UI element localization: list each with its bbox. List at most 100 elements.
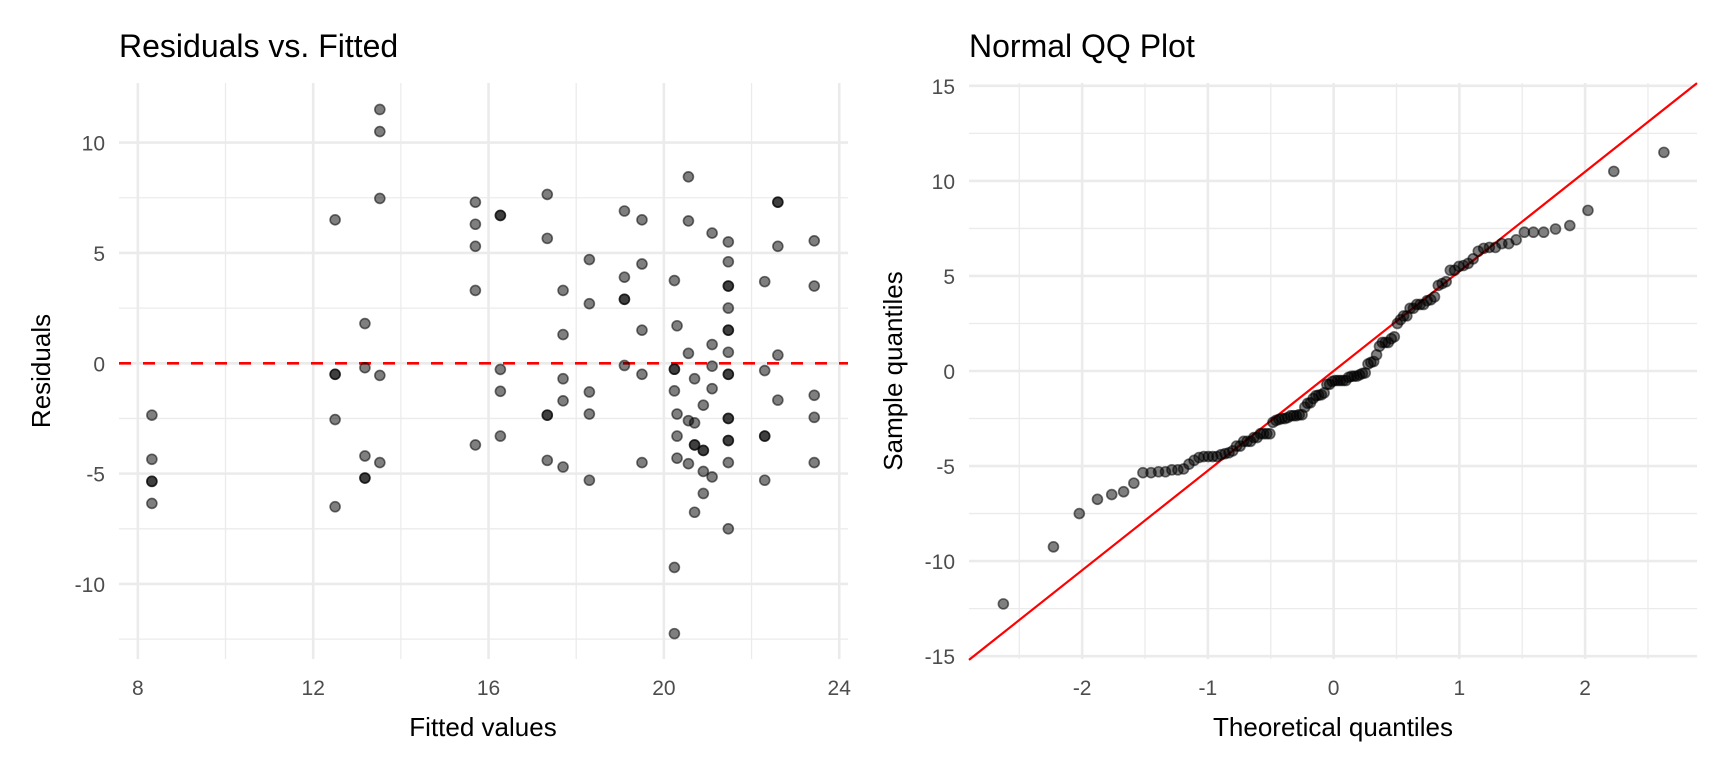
qq-point xyxy=(1047,541,1060,553)
data-point xyxy=(557,284,569,297)
data-point xyxy=(469,439,482,451)
y-tick-label: -10 xyxy=(925,551,955,574)
data-point xyxy=(682,215,695,227)
data-point xyxy=(671,452,683,464)
x-tick-label: -2 xyxy=(1073,677,1092,700)
data-point xyxy=(583,297,596,310)
chart-title: Normal QQ Plot xyxy=(969,28,1195,64)
data-point xyxy=(758,430,771,442)
qq-point xyxy=(1527,226,1540,239)
data-point xyxy=(772,394,784,406)
data-point xyxy=(808,456,821,469)
data-point xyxy=(494,363,507,376)
x-tick-label: 12 xyxy=(302,677,325,700)
qq-point xyxy=(997,598,1010,610)
data-point xyxy=(697,444,710,457)
data-point xyxy=(541,188,554,201)
y-tick-label: -10 xyxy=(75,574,105,597)
qq-point xyxy=(1105,488,1118,501)
data-point xyxy=(359,361,371,374)
x-axis-title: Fitted values xyxy=(409,712,556,742)
x-tick-label: 16 xyxy=(477,677,500,700)
grid xyxy=(969,83,1697,659)
data-point xyxy=(758,474,771,487)
data-point xyxy=(541,232,554,245)
data-point xyxy=(636,368,648,381)
data-point xyxy=(618,293,631,306)
x-tick-label: 2 xyxy=(1579,677,1591,700)
data-point xyxy=(688,506,701,519)
data-point xyxy=(583,474,596,487)
data-point xyxy=(722,456,735,469)
data-point xyxy=(706,471,718,483)
data-point xyxy=(722,280,735,292)
qq-point xyxy=(1091,493,1104,506)
y-tick-label: 10 xyxy=(932,171,955,194)
data-point xyxy=(758,275,771,288)
data-point xyxy=(329,413,341,426)
y-tick-label: 10 xyxy=(82,133,105,156)
qq-point xyxy=(1388,330,1401,343)
y-tick-label: 5 xyxy=(943,266,955,289)
data-point xyxy=(146,497,158,510)
data-point xyxy=(688,439,701,451)
qq-point xyxy=(1563,219,1576,232)
data-point xyxy=(722,324,735,336)
data-point xyxy=(374,125,386,138)
x-tick-labels: -2 -1 0 1 2 xyxy=(1073,677,1591,700)
data-point xyxy=(618,359,631,372)
data-point xyxy=(706,382,718,395)
data-point xyxy=(671,408,683,420)
data-point xyxy=(722,255,735,268)
chart-title: Residuals vs. Fitted xyxy=(119,28,398,64)
data-point xyxy=(668,363,681,376)
x-axis-title: Theoretical quantiles xyxy=(1213,712,1453,742)
y-tick-label: -5 xyxy=(86,464,105,487)
data-point xyxy=(636,456,648,469)
data-point xyxy=(374,456,386,469)
qq-point xyxy=(1128,477,1140,489)
data-point xyxy=(618,205,631,217)
data-point xyxy=(329,500,341,513)
data-point xyxy=(146,475,158,488)
qq-point xyxy=(1582,204,1594,217)
data-point xyxy=(668,274,681,287)
data-point xyxy=(722,412,735,425)
data-point xyxy=(541,454,554,467)
data-point xyxy=(146,409,158,421)
data-point xyxy=(469,196,482,208)
residuals-vs-fitted-panel: 8 12 16 20 24 -10 -5 0 5 10 Residuals vs. Fitted… xyxy=(26,28,851,742)
y-tick-label: 15 xyxy=(932,76,955,99)
data-point xyxy=(706,338,718,351)
data-point xyxy=(668,385,681,397)
points xyxy=(997,146,1670,610)
data-point xyxy=(722,302,735,314)
y-axis-title: Residuals xyxy=(26,314,56,428)
data-point xyxy=(697,465,710,478)
data-point xyxy=(688,372,701,385)
data-point xyxy=(808,234,821,247)
data-point xyxy=(469,284,482,297)
y-tick-label: -15 xyxy=(925,646,955,669)
data-point xyxy=(374,192,386,205)
data-point xyxy=(636,214,648,226)
data-point xyxy=(772,349,784,361)
data-point xyxy=(374,369,386,382)
data-point xyxy=(682,457,695,470)
x-tick-label: 24 xyxy=(828,677,852,700)
qq-point xyxy=(1510,234,1522,246)
qq-point xyxy=(1264,427,1276,440)
data-point xyxy=(557,461,569,473)
y-tick-label: 5 xyxy=(93,243,105,266)
data-point xyxy=(706,227,718,239)
y-tick-labels: -10 -5 0 5 10 xyxy=(75,133,105,597)
data-point xyxy=(758,364,771,377)
x-tick-label: 8 xyxy=(132,677,144,700)
data-point xyxy=(494,209,507,222)
data-point xyxy=(808,280,821,292)
qq-point xyxy=(1428,291,1441,303)
data-point xyxy=(668,561,681,574)
data-point xyxy=(494,430,507,442)
